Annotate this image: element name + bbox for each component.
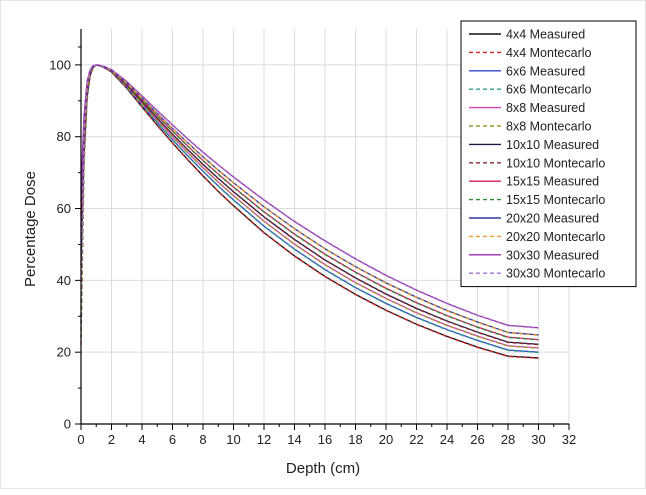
x-tick-label: 6	[169, 432, 176, 447]
legend-label-7: 10x10 Measured	[506, 138, 599, 152]
legend-box	[460, 20, 637, 288]
x-tick-label: 22	[409, 432, 423, 447]
x-tick-label: 14	[287, 432, 301, 447]
legend-label-9: 15x15 Measured	[506, 175, 599, 189]
y-tick-label: 20	[57, 345, 71, 360]
y-tick-label: 60	[57, 201, 71, 216]
y-tick-label: 40	[57, 273, 71, 288]
x-tick-label: 18	[348, 432, 362, 447]
y-tick-label: 80	[57, 129, 71, 144]
legend-label-6: 8x8 Montecarlo	[506, 120, 592, 134]
legend-label-12: 20x20 Montecarlo	[506, 230, 605, 244]
x-tick-label: 8	[199, 432, 206, 447]
legend-label-11: 20x20 Measured	[506, 212, 599, 226]
legend-label-13: 30x30 Measured	[506, 248, 599, 262]
x-tick-label: 32	[562, 432, 576, 447]
y-tick-label: 100	[49, 57, 71, 72]
legend: 4x4 Measured 4x4 Montecarlo 6x6 Measured 6x…	[460, 20, 637, 288]
x-tick-label: 4	[138, 432, 145, 447]
legend-label-1: 4x4 Measured	[506, 28, 585, 42]
y-tick-label: 0	[64, 417, 71, 432]
x-axis-title: Depth (cm)	[286, 460, 360, 477]
series-line-4	[80, 64, 539, 354]
legend-label-3: 6x6 Measured	[506, 64, 585, 78]
legend-label-14: 30x30 Montecarlo	[506, 267, 605, 281]
x-tick-label: 28	[501, 432, 515, 447]
x-tick-label: 20	[379, 432, 393, 447]
x-tick-label: 16	[318, 432, 332, 447]
x-tick-label: 2	[108, 432, 115, 447]
legend-label-8: 10x10 Montecarlo	[506, 156, 605, 170]
legend-label-10: 15x15 Montecarlo	[506, 193, 605, 207]
series-line-14	[80, 64, 539, 329]
x-tick-label: 26	[470, 432, 484, 447]
series-lines	[80, 64, 539, 359]
x-tick-label: 0	[77, 432, 84, 447]
x-tick-label: 12	[257, 432, 271, 447]
axes: 0 2 4 6 8 10 12 14 16 18 20 22 24 26 28 30 3202040608010…	[49, 29, 576, 447]
series-line-2	[80, 64, 539, 359]
x-tick-label: 10	[226, 432, 240, 447]
legend-label-2: 4x4 Montecarlo	[506, 46, 592, 60]
x-tick-label: 30	[531, 432, 545, 447]
x-tick-label: 24	[440, 432, 454, 447]
legend-label-5: 8x8 Measured	[506, 101, 585, 115]
legend-label-4: 6x6 Montecarlo	[506, 83, 592, 97]
y-axis-title: Percentage Dose	[22, 171, 39, 287]
